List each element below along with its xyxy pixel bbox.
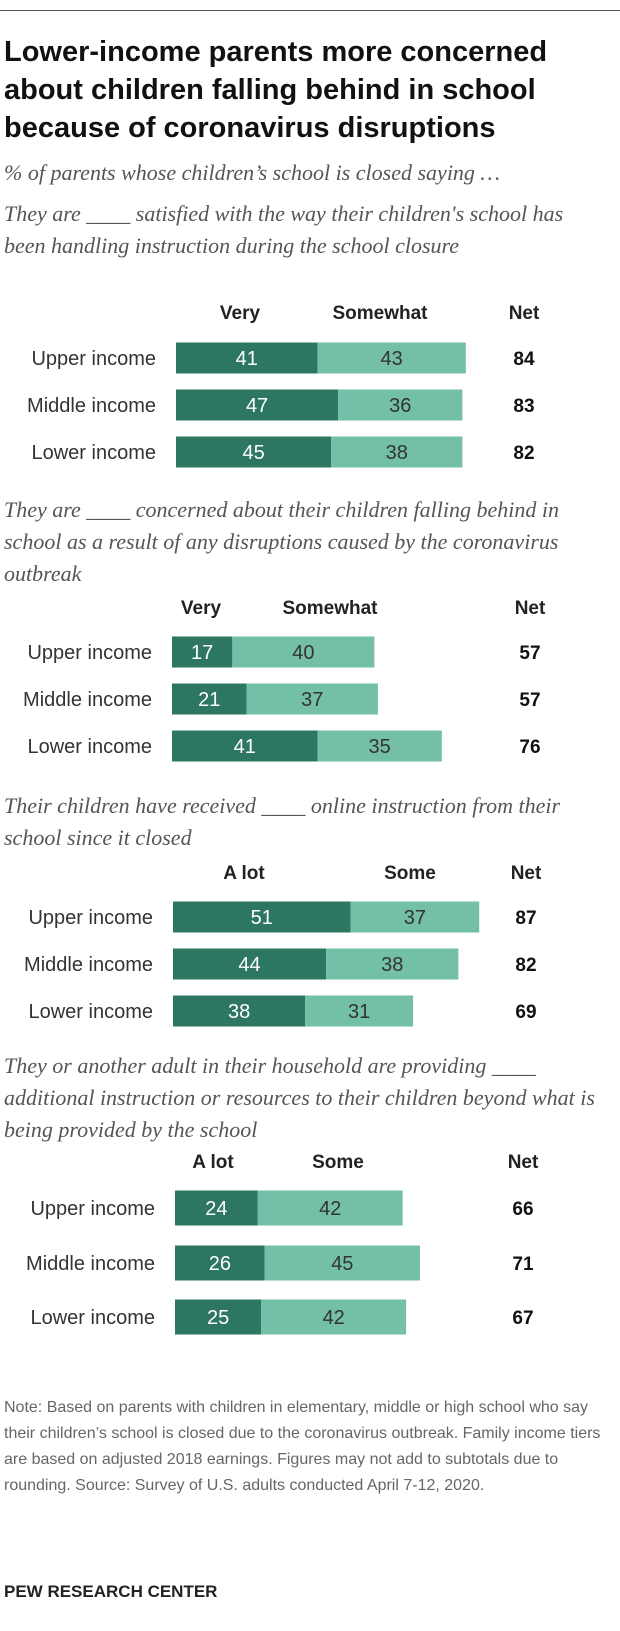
source-text: Source: Survey of U.S. adults conducted …	[75, 1477, 485, 1494]
net-value: 71	[512, 1254, 534, 1275]
bar-very	[172, 683, 247, 715]
net-value: 69	[515, 1002, 536, 1023]
net-value: 87	[515, 908, 536, 929]
chart-concerned-falling-behind: Very Somewhat Net Upper income 17 40 57 Middle …	[23, 598, 546, 762]
bar-somewhat	[317, 730, 442, 762]
bar-a-lot	[173, 995, 306, 1027]
bar-value-label: 26	[209, 1253, 231, 1275]
bar-somewhat	[246, 683, 378, 715]
bar-value-label: 41	[234, 736, 256, 758]
note-text: Note: Based on parents with children in …	[4, 1399, 601, 1494]
bar-somewhat	[317, 342, 466, 374]
bar-very	[176, 389, 339, 421]
brand-footer: PEW RESEARCH CENTER	[4, 1582, 218, 1601]
bar-some	[264, 1245, 420, 1281]
legend-a-lot: A lot	[192, 1152, 234, 1173]
net-value: 57	[519, 643, 540, 664]
category-label: Lower income	[27, 736, 152, 758]
bar-value-label: 37	[404, 907, 426, 929]
category-label: Upper income	[28, 907, 153, 929]
category-label: Middle income	[27, 395, 156, 417]
question-2: They are ____ concerned about their chil…	[4, 497, 559, 586]
bar-value-label: 47	[246, 395, 268, 417]
net-header: Net	[508, 1152, 539, 1173]
net-value: 57	[519, 690, 540, 711]
bar-somewhat	[338, 389, 463, 421]
chart-subtitle: % of parents whose children’s school is …	[4, 160, 500, 185]
bar-value-label: 43	[381, 348, 403, 370]
net-value: 82	[515, 955, 536, 976]
chart-online-instruction: A lot Some Net Upper income 51 37 87 Middle inc…	[24, 863, 542, 1027]
bar-value-label: 35	[369, 736, 391, 758]
chart-title: Lower-income parents more concerned abou…	[4, 36, 548, 144]
bar-some	[261, 1299, 407, 1335]
bar-value-label: 24	[205, 1198, 227, 1220]
bar-value-label: 21	[198, 689, 220, 711]
bar-value-label: 17	[191, 642, 213, 664]
net-header: Net	[511, 863, 542, 884]
legend-some: Some	[312, 1152, 364, 1173]
category-label: Lower income	[31, 442, 156, 464]
legend-somewhat: Somewhat	[282, 598, 378, 619]
note: Note: Based on parents with children in …	[4, 1395, 604, 1499]
bar-somewhat	[232, 636, 375, 668]
category-label: Upper income	[31, 348, 156, 370]
legend-very: Very	[181, 598, 222, 619]
top-rule	[0, 10, 620, 11]
bar-very	[172, 730, 318, 762]
bar-value-label: 44	[238, 954, 260, 976]
net-value: 76	[519, 737, 540, 758]
legend-very: Very	[220, 303, 261, 324]
chart-additional-instruction: A lot Some Net Upper income 24 42 66 Middle inc…	[26, 1152, 539, 1335]
bar-value-label: 45	[243, 442, 265, 464]
bar-value-label: 25	[207, 1307, 229, 1329]
question-4: They or another adult in their household…	[4, 1053, 595, 1142]
category-label: Lower income	[30, 1307, 155, 1329]
bar-value-label: 42	[319, 1198, 341, 1220]
net-value: 84	[513, 349, 535, 370]
bar-somewhat	[331, 436, 463, 468]
bar-some	[305, 995, 414, 1027]
chart-satisfied-instruction: Very Somewhat Net Upper income 41 43 84 Middle …	[27, 303, 540, 468]
bar-a-lot	[175, 1190, 258, 1226]
category-label: Middle income	[23, 689, 152, 711]
net-value: 66	[512, 1199, 533, 1220]
bar-value-label: 38	[386, 442, 408, 464]
bar-a-lot	[175, 1299, 262, 1335]
bar-value-label: 36	[389, 395, 411, 417]
category-label: Upper income	[27, 642, 152, 664]
question-3: Their children have received ____ online…	[4, 793, 561, 850]
bar-value-label: 51	[251, 907, 273, 929]
legend-a-lot: A lot	[223, 863, 265, 884]
bar-value-label: 38	[228, 1001, 250, 1023]
bar-value-label: 41	[236, 348, 258, 370]
question-1: They are ____ satisfied with the way the…	[4, 201, 564, 258]
bar-some	[326, 948, 459, 980]
bar-very	[176, 436, 332, 468]
legend-somewhat: Somewhat	[332, 303, 428, 324]
category-label: Upper income	[30, 1198, 155, 1220]
category-label: Middle income	[26, 1253, 155, 1275]
bar-value-label: 40	[292, 642, 314, 664]
legend-some: Some	[384, 863, 436, 884]
bar-some	[257, 1190, 403, 1226]
net-header: Net	[509, 303, 540, 324]
bar-value-label: 37	[301, 689, 323, 711]
bar-a-lot	[173, 901, 351, 933]
bar-a-lot	[175, 1245, 265, 1281]
net-header: Net	[515, 598, 546, 619]
bar-very	[176, 342, 318, 374]
net-value: 67	[512, 1308, 533, 1329]
bar-some	[350, 901, 480, 933]
category-label: Lower income	[28, 1001, 153, 1023]
bar-value-label: 42	[323, 1307, 345, 1329]
bar-value-label: 38	[381, 954, 403, 976]
net-value: 83	[513, 396, 534, 417]
bar-value-label: 45	[331, 1253, 353, 1275]
bar-a-lot	[173, 948, 327, 980]
bar-very	[172, 636, 233, 668]
net-value: 82	[513, 443, 534, 464]
category-label: Middle income	[24, 954, 153, 976]
bar-value-label: 31	[348, 1001, 370, 1023]
